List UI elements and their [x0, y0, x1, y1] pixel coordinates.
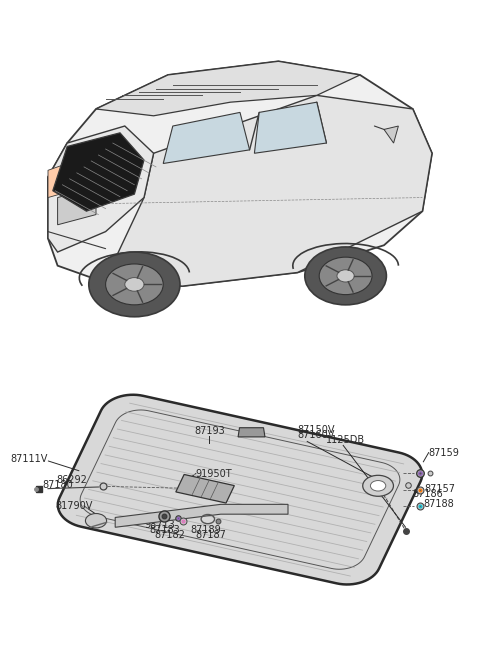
Text: 87183: 87183	[150, 525, 180, 534]
Text: 87180: 87180	[42, 479, 73, 490]
Text: 81790V: 81790V	[55, 501, 93, 511]
Circle shape	[371, 481, 386, 491]
Polygon shape	[115, 504, 288, 527]
Text: 86292: 86292	[57, 475, 87, 485]
Circle shape	[305, 247, 386, 305]
Polygon shape	[48, 164, 72, 198]
Circle shape	[319, 257, 372, 295]
Text: 87160V: 87160V	[298, 430, 335, 440]
Circle shape	[89, 252, 180, 317]
Polygon shape	[58, 395, 422, 584]
Circle shape	[106, 264, 163, 305]
Polygon shape	[106, 96, 432, 286]
Text: 1125DB: 1125DB	[326, 435, 366, 445]
Text: 87111V: 87111V	[11, 454, 48, 464]
Text: 87150V: 87150V	[298, 425, 335, 435]
Polygon shape	[58, 187, 96, 225]
Polygon shape	[48, 126, 154, 252]
Text: 87189: 87189	[191, 525, 221, 534]
Text: 87159: 87159	[428, 447, 459, 458]
Circle shape	[85, 514, 107, 528]
Circle shape	[363, 476, 394, 496]
Text: 87182: 87182	[155, 530, 185, 540]
Polygon shape	[176, 474, 234, 503]
Text: 98713: 98713	[144, 519, 175, 530]
Circle shape	[125, 278, 144, 291]
Text: 87193: 87193	[194, 426, 225, 436]
Circle shape	[337, 270, 354, 282]
Text: 91950T: 91950T	[196, 468, 232, 479]
Polygon shape	[48, 62, 432, 286]
Text: 87187: 87187	[196, 530, 227, 540]
Text: 87186: 87186	[413, 489, 444, 498]
Polygon shape	[53, 133, 144, 211]
Polygon shape	[238, 428, 265, 437]
Text: 87157: 87157	[425, 483, 456, 494]
Polygon shape	[163, 113, 250, 164]
Polygon shape	[254, 102, 326, 153]
Text: 87188: 87188	[423, 498, 454, 509]
Polygon shape	[96, 62, 360, 116]
Polygon shape	[384, 126, 398, 143]
